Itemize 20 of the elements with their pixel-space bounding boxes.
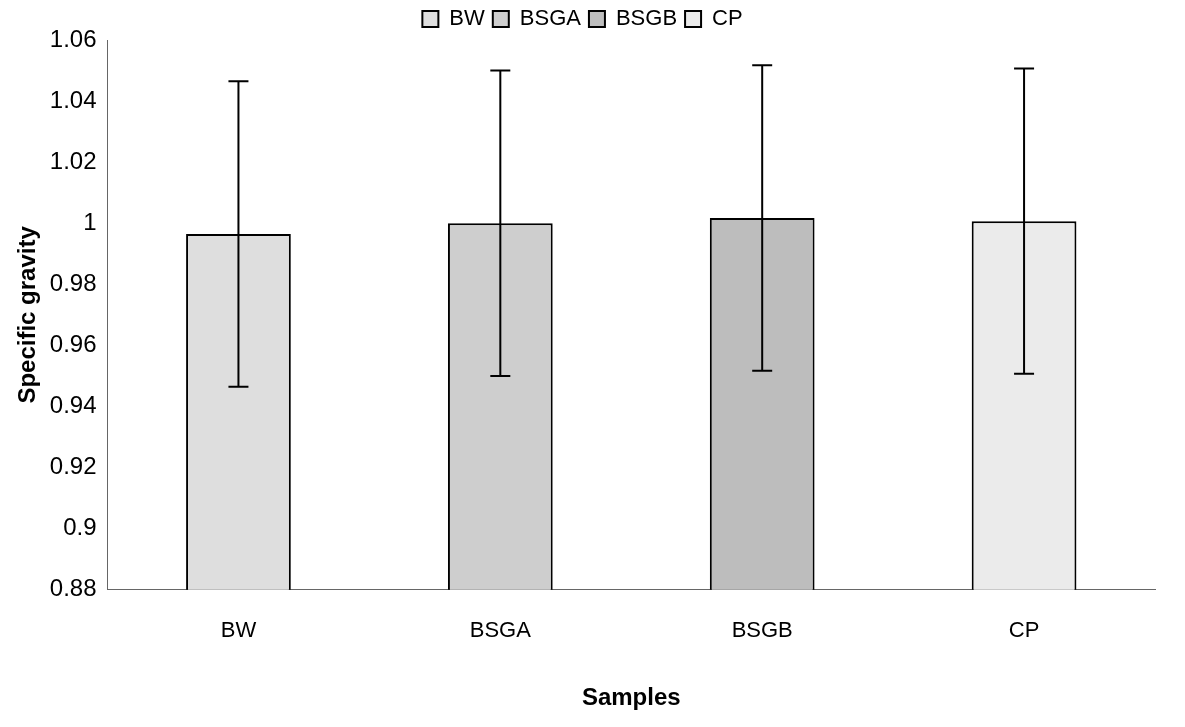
legend-label: CP <box>712 5 743 31</box>
legend-label: BW <box>449 5 486 31</box>
y-tick-label: 0.98 <box>49 268 97 296</box>
y-tick-label: 1 <box>83 207 97 235</box>
x-tick-label: BSGA <box>469 617 532 643</box>
legend-label: BSGA <box>519 5 582 31</box>
x-axis-title: Samples <box>581 683 681 711</box>
y-axis-title: Specific gravity <box>13 225 41 404</box>
y-tick-label: 0.92 <box>49 452 97 480</box>
legend-label: BSGB <box>615 5 678 31</box>
y-tick-label: 1.04 <box>49 85 97 113</box>
y-tick-label: 1.06 <box>49 24 97 52</box>
x-tick-label: BW <box>220 617 257 643</box>
y-tick-label: 0.96 <box>49 330 97 358</box>
y-tick-label: 1.02 <box>49 146 97 174</box>
y-tick-label: 0.9 <box>63 513 97 541</box>
x-tick-label: BSGB <box>731 617 793 643</box>
x-tick-label: CP <box>1008 617 1040 643</box>
y-tick-label: 0.88 <box>49 574 97 602</box>
y-tick-label: 0.94 <box>49 391 97 419</box>
